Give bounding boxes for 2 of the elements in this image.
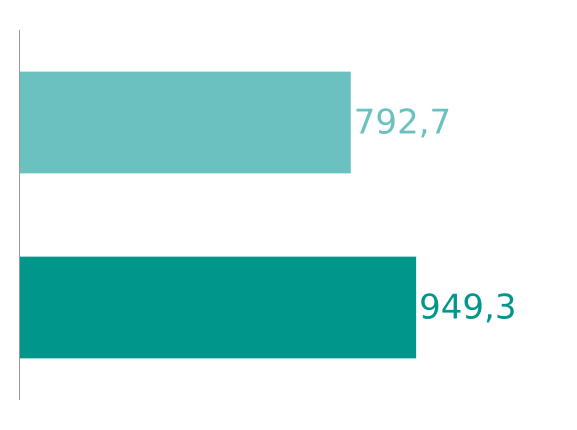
data-label: 792,7	[354, 102, 452, 142]
data-label: 949,3	[419, 288, 516, 328]
